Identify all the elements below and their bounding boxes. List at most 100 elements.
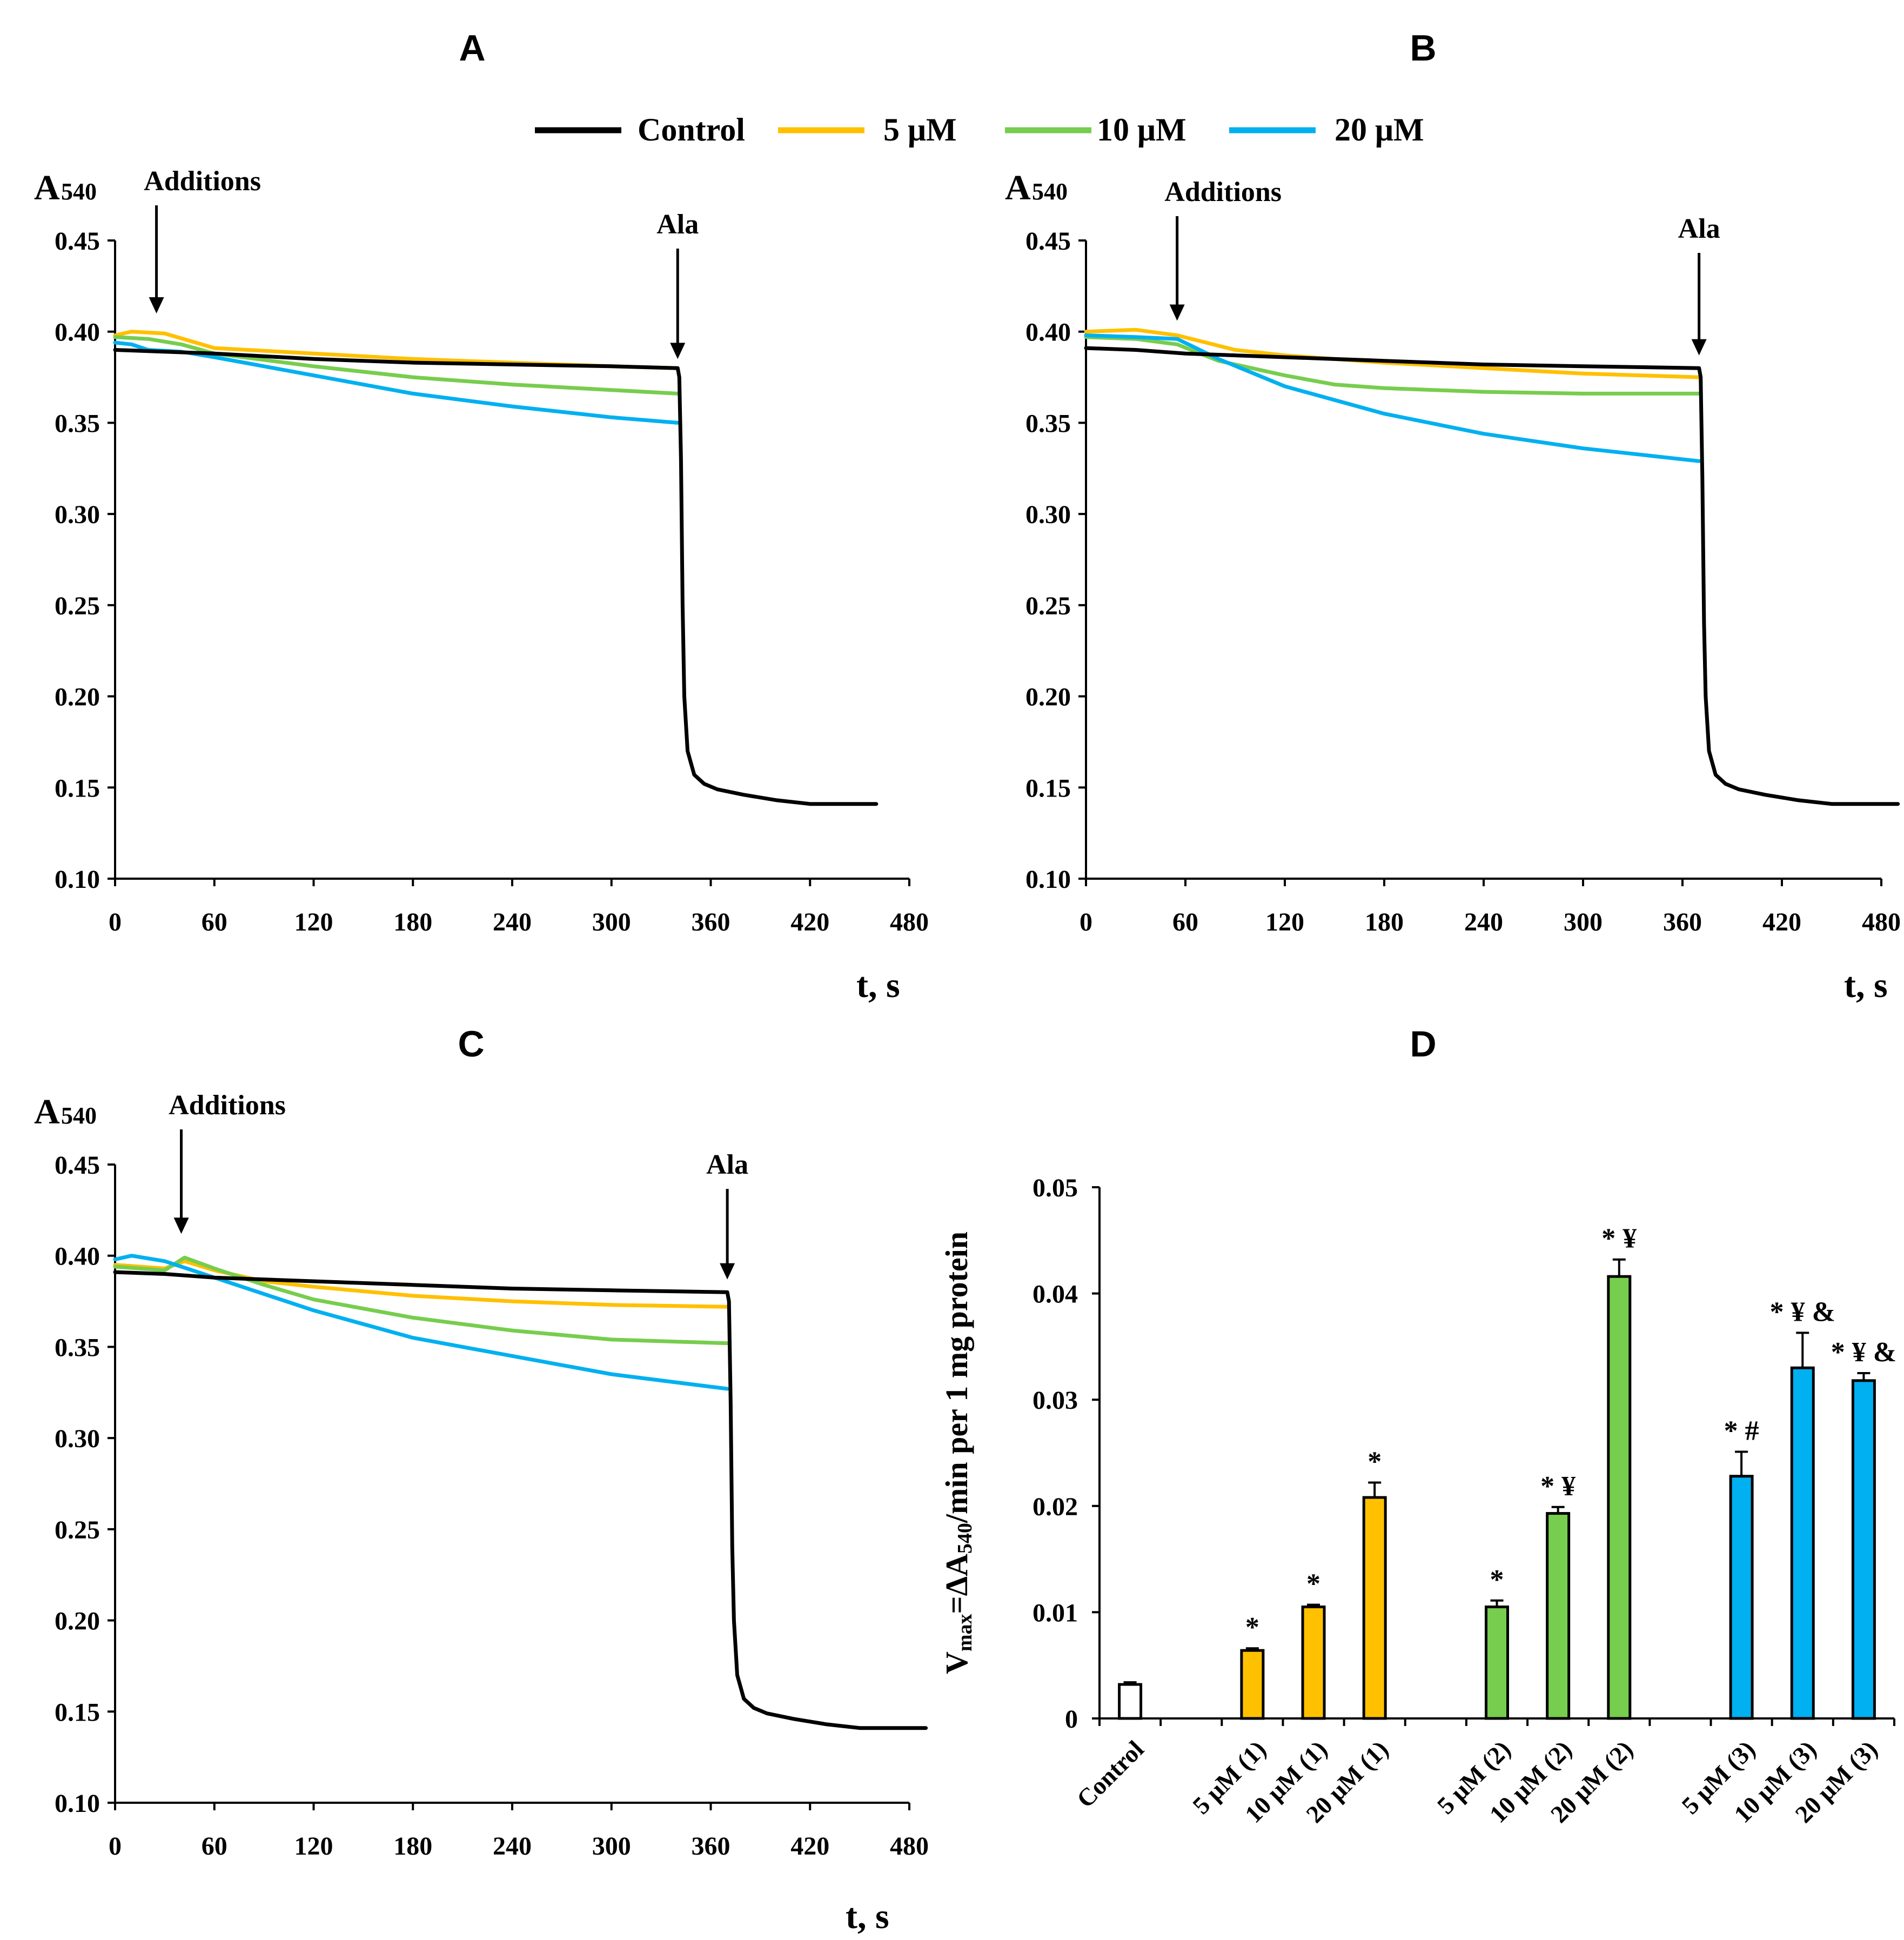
panel-b-arrow-head xyxy=(1691,339,1707,356)
panel-d-significance-label: * ¥ & xyxy=(1831,1337,1896,1368)
panel-b-y-tick-label: 0.45 xyxy=(1025,227,1071,256)
panel-d-y-tick-label: 0.05 xyxy=(1033,1174,1078,1202)
panel-a-chart: 0.10 0.15 0.20 0.25 0.30 0.35 0.40 0.45 0 60 120 18… xyxy=(34,166,929,1005)
panel-a-y-tick-label: 0.25 xyxy=(55,592,100,620)
panel-c-arrow-head xyxy=(720,1263,735,1280)
panel-c-x-tick-label: 0 xyxy=(109,1832,122,1861)
panel-b-y-label-sub: 540 xyxy=(1032,178,1068,205)
panel-c-y-tick-label: 0.45 xyxy=(55,1151,100,1180)
panel-a-x-tick-label: 120 xyxy=(294,908,333,936)
panel-b-x-tick-label: 120 xyxy=(1265,908,1304,936)
panel-a-y-tick-label: 0.20 xyxy=(55,683,100,712)
panel-a-y-label-sub: 540 xyxy=(61,178,97,205)
panel-d-significance-label: * xyxy=(1367,1447,1382,1477)
panel-c-y-label-sub: 540 xyxy=(61,1102,97,1129)
panel-b-y-tick-label: 0.10 xyxy=(1025,865,1071,894)
panel-a-x-tick-label: 240 xyxy=(493,908,532,936)
panel-c-y-tick-label: 0.15 xyxy=(55,1698,100,1727)
panel-c-x-tick-label: 240 xyxy=(493,1832,532,1861)
panel-a-x-label: t, s xyxy=(856,966,900,1005)
panel-c-y-tick-label: 0.10 xyxy=(55,1789,100,1818)
legend-label-20um: 20 μM xyxy=(1335,112,1424,148)
panel-b-series-c20 xyxy=(1084,333,1701,463)
panel-b-annotation-additions: Additions xyxy=(1164,177,1282,208)
panel-a-y-tick-label: 0.45 xyxy=(55,227,100,256)
panel-d-significance-label: * xyxy=(1490,1564,1504,1595)
panel-c-y-label: A xyxy=(34,1092,60,1132)
panel-a-y-tick-label: 0.10 xyxy=(55,865,100,894)
panel-c-x-tick-label: 180 xyxy=(393,1832,432,1861)
panel-c-chart: 0.10 0.15 0.20 0.25 0.30 0.35 0.40 0.45 0 60 120 18… xyxy=(34,1090,929,1936)
panel-d-significance-label: * ¥ xyxy=(1540,1471,1576,1502)
panel-d-y-label-subscript: 540 xyxy=(954,1523,976,1554)
panel-a-annotation-additions: Additions xyxy=(144,166,261,197)
panel-c-x-tick-label: 480 xyxy=(890,1832,929,1861)
panel-d-bar xyxy=(1546,1512,1571,1720)
panel-a-x-tick-label: 420 xyxy=(790,908,829,936)
panel-b-x-label: t, s xyxy=(1844,966,1888,1005)
panel-c-x-tick-label: 360 xyxy=(692,1832,730,1861)
panel-c-y-tick-label: 0.30 xyxy=(55,1424,100,1453)
panel-b-y-tick-label: 0.20 xyxy=(1025,683,1071,712)
panel-d-y-label-part: =ΔA xyxy=(939,1554,974,1614)
panel-letter-c: C xyxy=(458,1023,484,1065)
panel-d-bar xyxy=(1240,1649,1265,1720)
panel-a-annotation-ala: Ala xyxy=(656,209,699,240)
panel-b-x-tick-label: 300 xyxy=(1564,908,1603,936)
panel-c-x-tick-label: 300 xyxy=(592,1832,631,1861)
panel-a-series-c10 xyxy=(113,335,680,396)
panel-letter-b: B xyxy=(1410,28,1436,69)
panel-d-bar xyxy=(1790,1366,1815,1720)
panel-b-x-tick-label: 180 xyxy=(1365,908,1404,936)
panel-a-series-c20 xyxy=(113,340,680,425)
panel-c-y-tick-label: 0.20 xyxy=(55,1607,100,1636)
panel-letter-a: A xyxy=(459,28,485,69)
panel-a-series-control xyxy=(113,348,879,806)
panel-b-x-tick-label: 360 xyxy=(1663,908,1702,936)
panel-b-y-label: A xyxy=(1005,168,1031,208)
panel-b-x-tick-label: 480 xyxy=(1862,908,1901,936)
panel-b-y-tick-label: 0.25 xyxy=(1025,592,1071,620)
panel-a-x-tick-label: 360 xyxy=(692,908,730,936)
panel-a-x-tick-label: 60 xyxy=(202,908,227,936)
legend: Control 5 μM 10 μM 20 μM xyxy=(535,112,1424,148)
panel-b-x-tick-label: 420 xyxy=(1762,908,1801,936)
panel-d-significance-label: * xyxy=(1245,1612,1259,1643)
panel-d-y-label-part: V xyxy=(939,1651,974,1674)
panel-c-y-tick-label: 0.40 xyxy=(55,1242,100,1271)
panel-b-y-tick-label: 0.15 xyxy=(1025,774,1071,802)
panel-a-arrow-head xyxy=(149,297,164,313)
panel-letter-d: D xyxy=(1410,1023,1436,1065)
panel-d-y-tick-label: 0 xyxy=(1065,1705,1078,1734)
panel-d-bar xyxy=(1118,1683,1143,1720)
panel-b-series-c10 xyxy=(1084,335,1701,396)
panel-d-y-label-subscript: max xyxy=(954,1614,976,1651)
panel-a-y-tick-label: 0.15 xyxy=(55,774,100,802)
panel-a-x-tick-label: 180 xyxy=(393,908,432,936)
panel-a-y-tick-label: 0.35 xyxy=(55,409,100,438)
panel-c-annotation-additions: Additions xyxy=(169,1090,286,1121)
panel-d-y-tick-label: 0.03 xyxy=(1033,1386,1078,1415)
panel-d-y-tick-label: 0.01 xyxy=(1033,1598,1078,1627)
panel-a-y-label: A xyxy=(34,168,60,208)
panel-d-significance-label: * # xyxy=(1724,1416,1759,1447)
panel-c-series-c20 xyxy=(113,1254,729,1391)
panel-b-y-tick-label: 0.30 xyxy=(1025,500,1071,529)
legend-label-10um: 10 μM xyxy=(1097,112,1186,148)
panel-d-y-tick-label: 0.04 xyxy=(1033,1280,1078,1309)
panel-d-bar xyxy=(1362,1496,1387,1720)
panel-a-x-tick-label: 300 xyxy=(592,908,631,936)
panel-a-y-tick-label: 0.30 xyxy=(55,500,100,529)
panel-b-arrow-head xyxy=(1169,304,1185,321)
panel-d-bar xyxy=(1607,1275,1632,1720)
legend-label-5um: 5 μM xyxy=(883,112,957,148)
panel-b-annotation-ala: Ala xyxy=(1678,213,1720,244)
panel-a-y-tick-label: 0.40 xyxy=(55,318,100,347)
panel-b-x-tick-label: 240 xyxy=(1464,908,1503,936)
panel-b-y-tick-label: 0.35 xyxy=(1025,409,1071,438)
panel-d-y-label-part: /min per 1 mg protein xyxy=(939,1232,974,1523)
panel-d-bar xyxy=(1301,1605,1326,1720)
panel-d-bar xyxy=(1851,1379,1876,1720)
panel-b-chart: 0.10 0.15 0.20 0.25 0.30 0.35 0.40 0.45 0 60 120 18… xyxy=(1005,168,1901,1005)
